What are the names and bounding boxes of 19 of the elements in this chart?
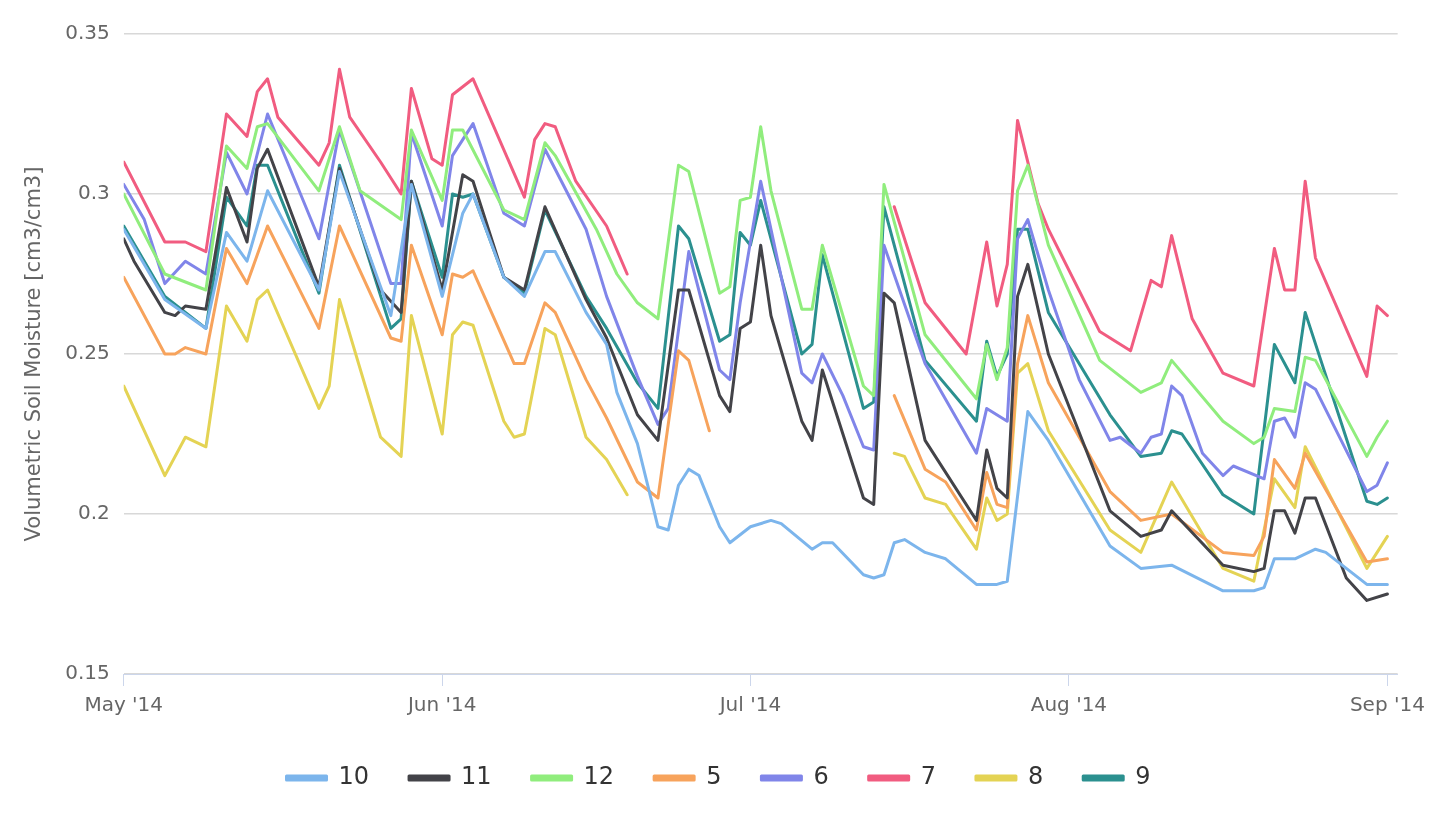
- x-tick-label: May '14: [84, 692, 164, 717]
- y-tick-label: 0.15: [65, 660, 110, 685]
- legend-label: 12: [583, 762, 615, 791]
- y-tick-label: 0.3: [77, 180, 110, 205]
- legend-label: 11: [461, 762, 492, 791]
- x-tick-label: Jul '14: [717, 692, 782, 717]
- y-tick-label: 0.2: [77, 500, 110, 525]
- y-tick-label: 0.25: [65, 340, 110, 365]
- legend-label: 5: [706, 762, 722, 791]
- legend-label: 6: [813, 762, 829, 791]
- legend-label: 10: [338, 762, 370, 791]
- x-tick-label: Aug '14: [1030, 692, 1108, 717]
- y-tick-label: 0.35: [65, 20, 110, 45]
- legend-label: 9: [1135, 762, 1151, 791]
- x-tick-label: Jun '14: [405, 692, 477, 717]
- legend-label: 8: [1027, 762, 1044, 791]
- legend-label: 7: [920, 762, 936, 791]
- y-axis-title: Volumetric Soil Moisture [cm3/cm3]: [21, 166, 46, 542]
- x-tick-label: Sep '14: [1349, 692, 1425, 717]
